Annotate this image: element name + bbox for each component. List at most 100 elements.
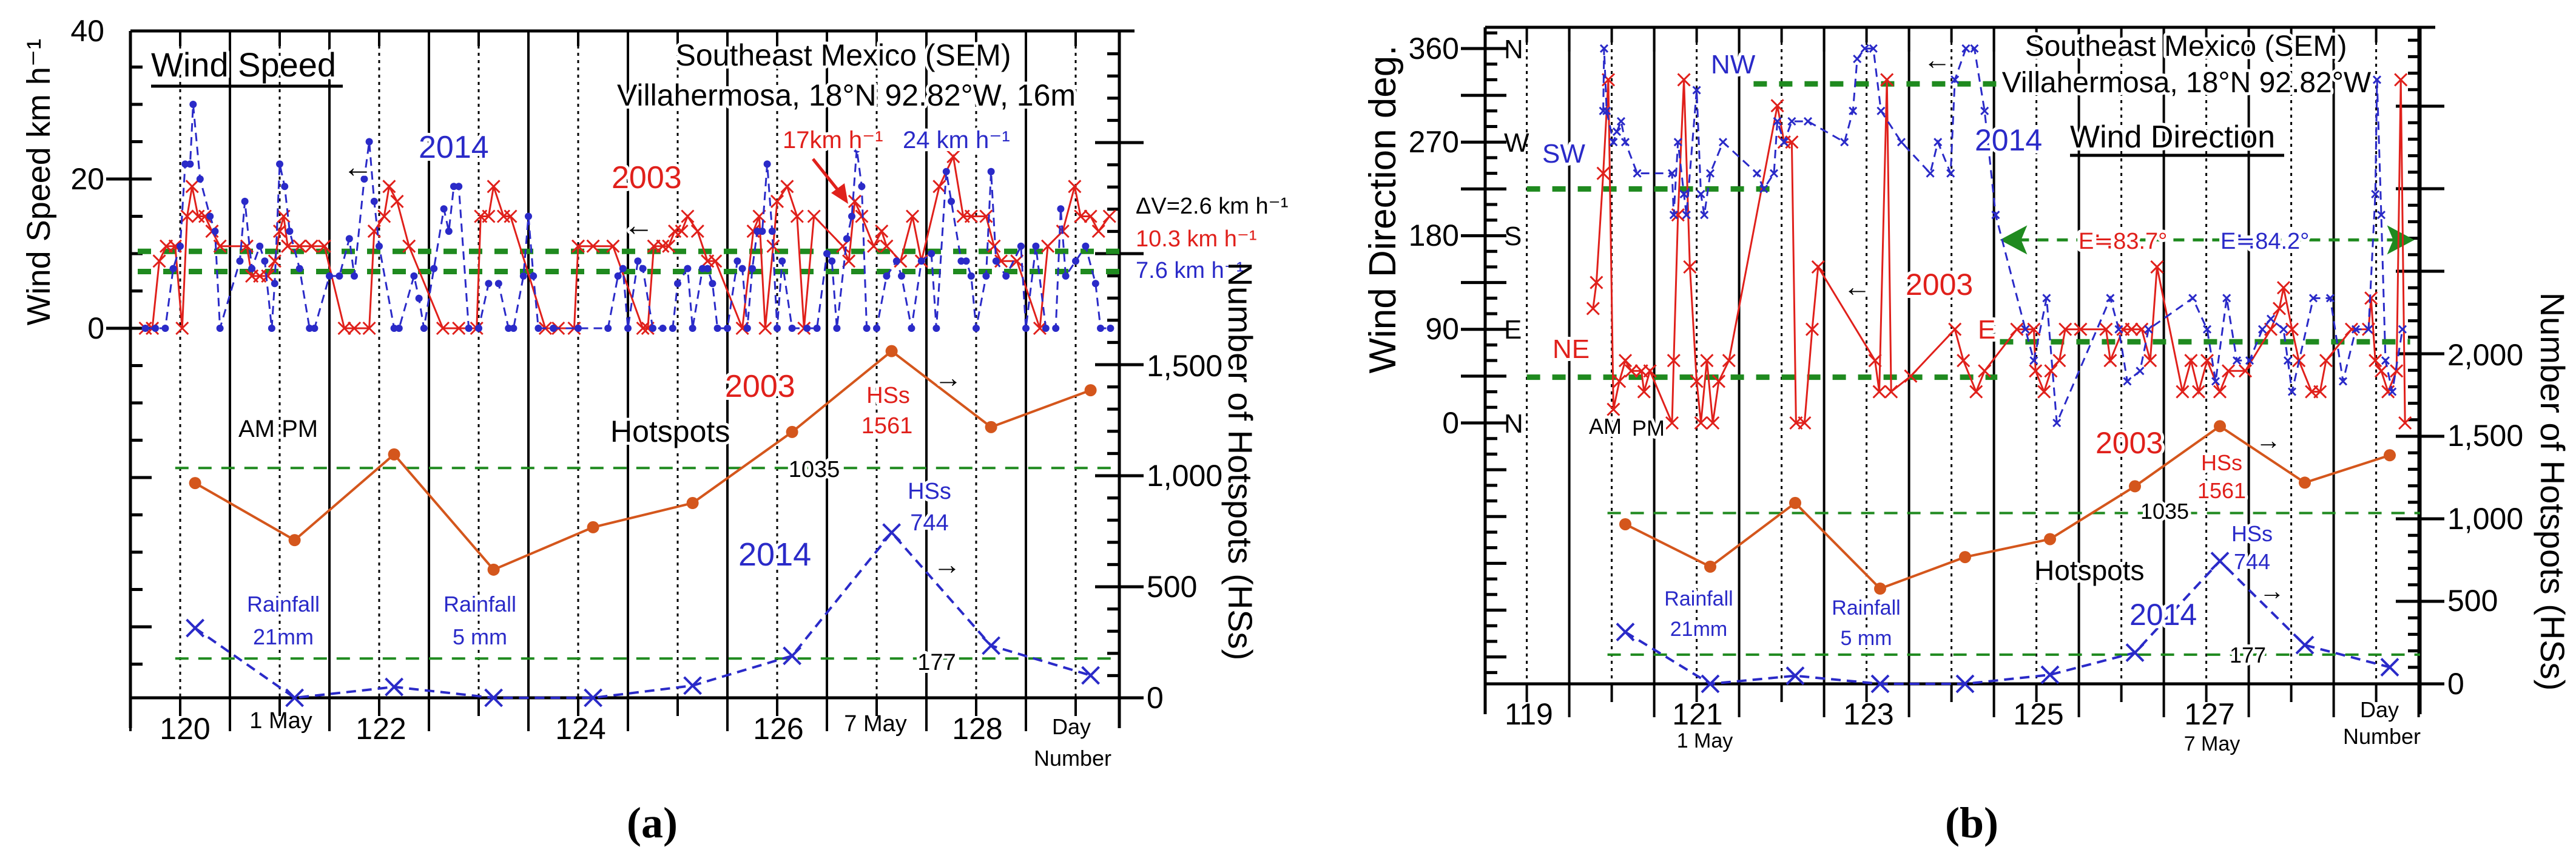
data-point-2003-wind-speed (894, 254, 908, 268)
data-point-2014-wind-speed (892, 257, 900, 265)
x-tick-label: 128 (952, 712, 1002, 746)
y-tick-label: 20 (70, 162, 104, 196)
series-line-2014-hotspots (194, 530, 1091, 700)
data-point-2003-wind-speed (606, 239, 620, 253)
x-axis-title: Day (1052, 714, 1091, 739)
data-point-2014-wind-speed (788, 325, 796, 332)
data-point-2003-wind-speed (1102, 209, 1116, 223)
hotspots-label: Hotspots (2034, 555, 2145, 586)
data-point-2003-wind-direction (2285, 322, 2299, 336)
data-point-2014-wind-direction (2114, 325, 2123, 334)
data-point-2003-wind-direction (2135, 322, 2149, 336)
data-point-2014-hotspots (2380, 658, 2399, 677)
panel-caption: (b) (1945, 799, 1998, 847)
data-point-2014-wind-speed (510, 325, 518, 332)
data-point-2014-wind-direction (2211, 377, 2220, 386)
data-point-2014-wind-direction (2325, 294, 2335, 303)
data-point-2014-wind-speed (853, 145, 861, 153)
arrow-right-icon: → (2256, 426, 2281, 454)
data-point-2014-wind-direction (2144, 325, 2153, 334)
series-line-2014-wind-speed (145, 104, 1111, 329)
data-point-2003-wind-speed (198, 209, 212, 223)
data-point-2003-wind-speed (848, 194, 861, 208)
date-label: 1 May (249, 708, 312, 734)
location-title: Southeast Mexico (SEM) (676, 38, 1011, 72)
label-2014-wind: 2014 (1975, 123, 2042, 157)
ne-label: NE (1553, 334, 1590, 364)
data-point-2014-hotspots (783, 646, 802, 666)
data-point-2003-wind-direction (2058, 322, 2072, 336)
data-point-2014-wind-speed (390, 325, 398, 332)
data-point-2014-wind-speed (957, 257, 965, 265)
data-point-2014-wind-direction (1616, 117, 1626, 126)
data-point-2003-wind-direction (1694, 416, 1708, 430)
data-point-2014-wind-direction (1897, 138, 1906, 147)
data-point-2003-wind-direction (2125, 322, 2139, 336)
data-point-2014-wind-direction (1980, 106, 1989, 115)
data-point-2014-wind-direction (1700, 211, 1709, 220)
data-point-2003-wind-speed (1068, 180, 1082, 194)
data-point-2003-wind-speed (880, 239, 894, 253)
data-point-2003-wind-speed (690, 225, 704, 238)
data-point-2014-wind-speed (485, 280, 493, 288)
data-point-2014-wind-direction (2308, 294, 2318, 303)
data-point-2014-wind-direction (2372, 75, 2382, 84)
hotspots-label: Hotspots (610, 414, 730, 448)
data-point-2003-hotspots (1084, 384, 1097, 397)
data-point-2003-wind-direction (1811, 260, 1825, 274)
data-point-2014-wind-direction (2123, 377, 2132, 386)
data-point-2003-wind-direction (1872, 385, 1886, 399)
data-point-2014-wind-speed (823, 250, 831, 257)
mean-2003-label: 10.3 km h⁻¹ (1136, 226, 1257, 252)
data-point-2014-wind-speed (649, 325, 656, 332)
data-point-2014-hotspots (882, 523, 902, 542)
data-point-2014-wind-speed (1057, 205, 1065, 213)
data-point-2014-wind-speed (843, 235, 851, 243)
data-point-2014-wind-speed (440, 205, 448, 213)
data-point-2014-wind-speed (326, 272, 333, 280)
x-tick-label: 123 (1843, 697, 1893, 731)
data-point-2014-wind-speed (973, 325, 980, 332)
data-point-2003-wind-direction (1948, 322, 1962, 336)
data-point-2014-wind-speed (1062, 272, 1070, 280)
data-point-2014-wind-direction (2376, 211, 2386, 220)
data-point-2003-wind-speed (758, 321, 772, 336)
data-point-2014-wind-speed (519, 272, 527, 280)
data-point-2014-wind-direction (1951, 75, 1960, 84)
label-2003-hotspots: 2003 (725, 369, 795, 404)
data-point-2014-wind-speed (713, 325, 721, 332)
data-point-2014-wind-speed (248, 265, 256, 272)
data-point-2014-wind-speed (1042, 325, 1050, 332)
data-point-2003-wind-speed (487, 180, 501, 194)
y-right-axis-title: Number of Hotspots (HSs) (2534, 292, 2572, 691)
series-line-2003-wind-speed (145, 154, 1110, 329)
arrow-left-icon: ← (1843, 271, 1871, 302)
data-point-2014-wind-speed (743, 325, 751, 332)
data-point-2014-wind-speed (186, 160, 194, 168)
data-point-2014-wind-speed (455, 183, 463, 191)
data-point-2003-wind-speed (932, 180, 946, 194)
data-point-2014-wind-direction (1669, 211, 1678, 220)
y-tick-label: 180 (1409, 218, 1459, 252)
data-point-2014-wind-direction (2364, 325, 2373, 334)
data-point-2014-wind-speed (1002, 272, 1010, 280)
data-point-2014-wind-speed (604, 325, 612, 332)
data-point-2014-wind-direction (1769, 169, 1779, 178)
data-point-2014-hotspots (1081, 666, 1101, 685)
y-tick-label: 360 (1409, 32, 1459, 66)
data-point-2014-wind-direction (2245, 356, 2254, 365)
data-point-2003-wind-direction (1785, 135, 1799, 149)
data-point-2014-wind-speed (749, 265, 756, 272)
data-point-2003-wind-direction (1978, 364, 1992, 378)
arrow-head-left (2000, 225, 2028, 255)
data-point-2014-wind-direction (1620, 138, 1630, 147)
data-point-2003-wind-direction (1957, 354, 1971, 368)
data-point-2014-wind-direction (2052, 418, 2062, 428)
data-point-2014-wind-speed (236, 257, 244, 265)
hs-mean-2003: 1035 (2140, 499, 2189, 524)
data-point-2014-hotspots (683, 676, 703, 695)
data-point-2014-wind-speed (733, 257, 741, 265)
data-point-2014-wind-direction (1876, 106, 1886, 115)
data-point-2014-wind-speed (619, 265, 627, 272)
